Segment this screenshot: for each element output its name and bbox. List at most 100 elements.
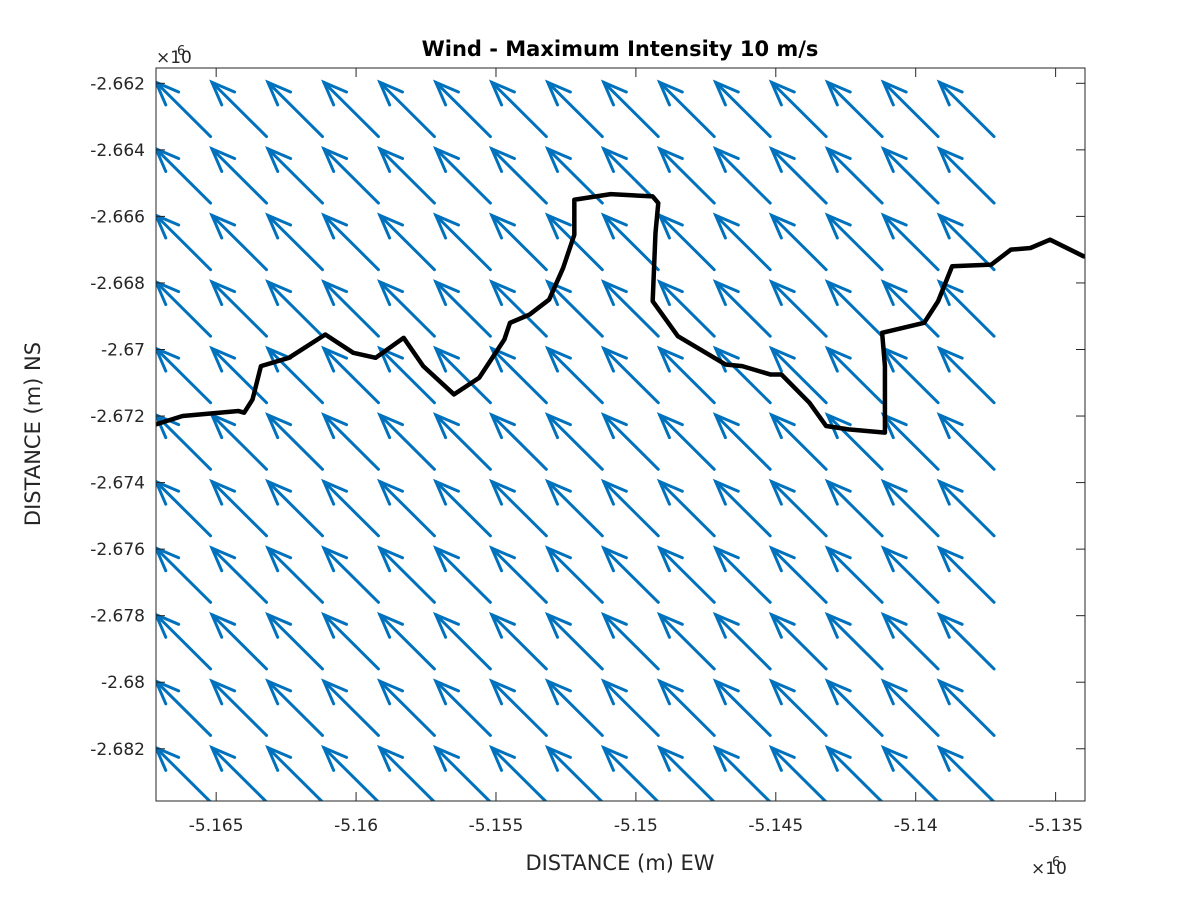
- wind-arrow: [880, 146, 940, 205]
- wind-arrow: [936, 611, 996, 671]
- wind-arrow: [432, 611, 492, 671]
- wind-arrow: [209, 345, 269, 405]
- wind-arrow: [265, 478, 324, 538]
- coastline-series: [156, 191, 1085, 435]
- wind-arrow: [768, 545, 828, 604]
- x-tick-label: -5.165: [189, 816, 244, 836]
- wind-arrow: [156, 213, 213, 272]
- wind-arrow: [768, 744, 828, 801]
- wind-arrow: [488, 412, 548, 471]
- plot-box: [155, 67, 1086, 802]
- wind-arrow: [712, 478, 772, 538]
- y-tick-label: -2.67: [101, 340, 145, 360]
- y-tick-label: -2.676: [90, 540, 145, 560]
- wind-arrow: [712, 545, 772, 604]
- wind-arrow: [321, 279, 380, 338]
- wind-arrow: [656, 678, 716, 737]
- wind-arrow: [488, 345, 548, 405]
- wind-arrow: [656, 212, 716, 272]
- wind-arrow: [880, 744, 940, 801]
- y-tick-label: -2.672: [90, 407, 145, 427]
- x-tick-label: -5.135: [1028, 816, 1083, 836]
- wind-arrow: [432, 545, 492, 604]
- wind-arrow: [600, 345, 660, 405]
- wind-arrow: [936, 279, 996, 338]
- wind-arrow: [488, 478, 548, 538]
- wind-arrow: [880, 545, 940, 604]
- coastline-layer: [156, 191, 1085, 435]
- wind-arrow: [768, 212, 828, 272]
- wind-arrow: [544, 412, 604, 471]
- wind-arrow: [376, 678, 436, 737]
- wind-arrow: [321, 678, 380, 737]
- wind-arrow: [768, 678, 828, 737]
- wind-arrow: [432, 478, 492, 538]
- wind-arrow: [209, 79, 269, 139]
- wind-arrow: [432, 79, 492, 139]
- y-axis-label: DISTANCE (m) NS: [21, 342, 45, 526]
- wind-arrow: [544, 79, 604, 139]
- wind-arrow: [656, 545, 716, 604]
- wind-arrow: [376, 279, 436, 338]
- wind-arrow: [265, 146, 324, 205]
- wind-arrow: [432, 744, 492, 801]
- y-exponent-base: ×10: [156, 48, 192, 68]
- wind-arrow: [544, 744, 604, 801]
- wind-arrow: [768, 478, 828, 538]
- wind-arrow: [209, 212, 269, 272]
- wind-arrow: [265, 678, 324, 737]
- wind-arrow: [824, 146, 884, 205]
- wind-arrow: [265, 545, 324, 604]
- wind-arrow: [768, 146, 828, 205]
- wind-arrow: [880, 79, 940, 139]
- wind-arrow: [712, 279, 772, 338]
- x-exponent-base: ×10: [1031, 859, 1067, 879]
- wind-arrow: [600, 79, 660, 139]
- wind-arrow: [376, 611, 436, 671]
- wind-arrow: [265, 611, 324, 671]
- wind-arrow: [265, 744, 324, 801]
- wind-arrow: [156, 280, 213, 338]
- wind-arrow: [600, 678, 660, 737]
- x-exponent-power: 6: [1052, 855, 1060, 870]
- y-tick-label: -2.668: [90, 274, 145, 294]
- wind-arrow: [824, 545, 884, 604]
- wind-arrow: [544, 611, 604, 671]
- wind-arrow: [824, 345, 884, 405]
- wind-arrow: [376, 345, 436, 405]
- x-tick-label: -5.16: [334, 816, 378, 836]
- wind-arrow: [544, 212, 604, 272]
- wind-arrow: [321, 212, 380, 272]
- wind-arrow: [544, 545, 604, 604]
- wind-arrow: [432, 345, 492, 405]
- wind-arrow: [824, 478, 884, 538]
- wind-arrow: [488, 545, 548, 604]
- x-tick-label: -5.14: [894, 816, 938, 836]
- x-axis-label: DISTANCE (m) EW: [525, 851, 714, 875]
- wind-arrow: [156, 147, 213, 205]
- wind-arrow: [768, 611, 828, 671]
- wind-arrow: [936, 146, 996, 205]
- wind-arrow: [209, 279, 269, 338]
- wind-arrow: [936, 345, 996, 405]
- wind-arrow: [432, 279, 492, 338]
- wind-arrow: [321, 412, 380, 471]
- wind-arrow: [824, 279, 884, 338]
- wind-arrow: [656, 345, 716, 405]
- wind-arrow: [376, 545, 436, 604]
- wind-arrow: [936, 79, 996, 139]
- wind-arrow: [936, 412, 996, 471]
- wind-arrow: [880, 212, 940, 272]
- wind-arrow: [712, 678, 772, 737]
- wind-arrow: [376, 79, 436, 139]
- wind-arrow: [432, 146, 492, 205]
- wind-arrow: [824, 79, 884, 139]
- wind-arrow: [656, 412, 716, 471]
- x-axis-exponent: ×10 6: [1031, 855, 1067, 879]
- wind-arrow: [376, 146, 436, 205]
- wind-arrow: [824, 412, 884, 471]
- x-tick-label: -5.155: [469, 816, 524, 836]
- wind-arrow: [768, 79, 828, 139]
- wind-arrow: [376, 478, 436, 538]
- wind-arrow: [209, 478, 269, 538]
